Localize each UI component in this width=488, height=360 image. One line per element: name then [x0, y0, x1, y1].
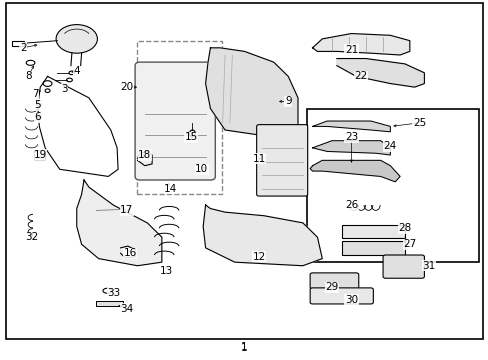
Polygon shape [312, 141, 389, 155]
Polygon shape [312, 33, 409, 55]
Text: 28: 28 [398, 223, 411, 233]
Text: 30: 30 [344, 295, 357, 305]
Text: 16: 16 [123, 248, 137, 258]
Text: 1: 1 [241, 342, 247, 352]
Bar [341, 241, 404, 255]
Text: 11: 11 [252, 154, 265, 163]
Text: 33: 33 [107, 288, 121, 297]
FancyBboxPatch shape [135, 62, 215, 180]
Text: 24: 24 [383, 141, 396, 151]
Text: 1: 1 [241, 343, 247, 353]
Polygon shape [203, 205, 322, 266]
Bar [12, 41, 24, 46]
Polygon shape [336, 59, 424, 87]
FancyBboxPatch shape [382, 255, 424, 278]
Text: 8: 8 [25, 71, 31, 81]
Text: 15: 15 [184, 132, 197, 142]
Text: 31: 31 [422, 261, 435, 271]
FancyBboxPatch shape [309, 273, 358, 289]
Text: 4: 4 [73, 66, 80, 76]
Text: 34: 34 [120, 303, 133, 314]
Text: 21: 21 [344, 45, 357, 55]
Polygon shape [309, 160, 399, 182]
Text: 14: 14 [163, 184, 177, 194]
Text: 20: 20 [120, 82, 133, 92]
Polygon shape [205, 48, 297, 137]
Ellipse shape [56, 24, 97, 53]
Text: 6: 6 [35, 112, 41, 122]
Text: 19: 19 [34, 150, 47, 160]
Text: 29: 29 [325, 282, 338, 292]
Bar [34, 150, 45, 160]
Polygon shape [312, 121, 389, 132]
Text: 2: 2 [20, 43, 26, 53]
Text: 7: 7 [32, 89, 39, 99]
Text: 3: 3 [61, 84, 68, 94]
Polygon shape [77, 180, 162, 266]
Text: 12: 12 [252, 252, 265, 262]
Bar [306, 109, 478, 262]
Bar [136, 41, 221, 194]
FancyBboxPatch shape [309, 288, 372, 304]
Text: 13: 13 [160, 266, 173, 276]
Text: 27: 27 [403, 239, 416, 249]
Text: 23: 23 [344, 132, 357, 142]
Text: 17: 17 [120, 205, 133, 215]
FancyBboxPatch shape [256, 125, 307, 196]
Text: 18: 18 [138, 150, 151, 160]
Text: 26: 26 [344, 200, 357, 210]
Text: 32: 32 [25, 232, 38, 242]
Text: 5: 5 [35, 100, 41, 110]
Text: 22: 22 [354, 71, 367, 81]
Text: 10: 10 [195, 164, 208, 174]
Bar [96, 301, 122, 306]
Text: 9: 9 [285, 96, 291, 107]
Bar [341, 225, 404, 238]
Text: 25: 25 [412, 118, 426, 128]
